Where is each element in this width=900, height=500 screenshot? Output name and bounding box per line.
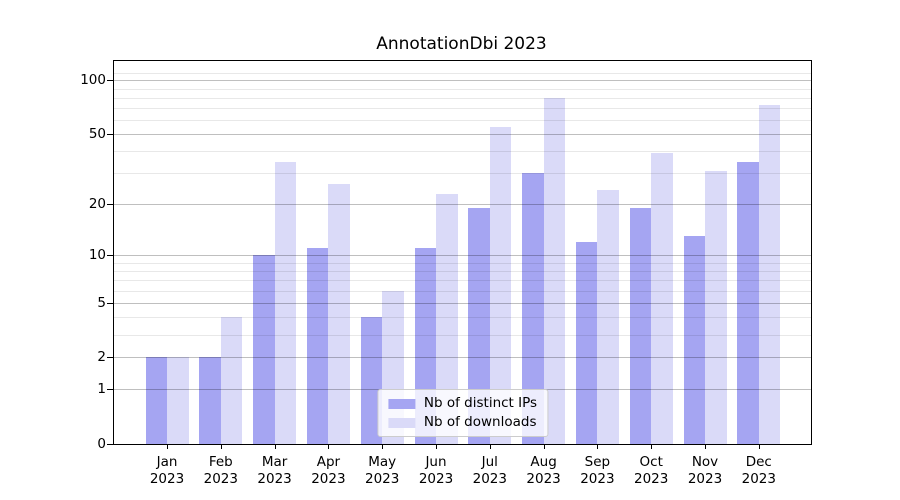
x-tick-label-jan: Jan 2023 (149, 454, 185, 487)
bar-distinct-ips-mar (253, 255, 275, 444)
x-tick-feb (220, 445, 222, 449)
gridline-major-10 (114, 255, 811, 256)
x-tick-label-may: May 2023 (365, 454, 400, 487)
gridline-major-2 (114, 357, 811, 359)
x-tick-label-apr: Apr 2023 (311, 454, 346, 487)
y-tick-label-20: 20 (88, 196, 106, 213)
gridline-minor-6 (114, 290, 811, 292)
bar-distinct-ips-nov (683, 236, 705, 444)
bar-downloads-feb (220, 317, 243, 444)
y-tick-label-2: 2 (97, 349, 106, 366)
x-tick-sep (597, 445, 599, 449)
y-tick-label-1: 1 (97, 381, 106, 398)
y-tick-label-100: 100 (80, 72, 106, 89)
bar-distinct-ips-aug (522, 173, 544, 444)
y-tick-50 (107, 134, 113, 136)
x-tick-oct (651, 445, 653, 449)
x-tick-dec (758, 445, 760, 449)
x-tick-label-nov: Nov 2023 (687, 454, 723, 487)
gridline-minor-110 (114, 72, 811, 74)
bar-distinct-ips-jan (145, 357, 167, 444)
gridline-minor-8 (114, 270, 811, 272)
bar-distinct-ips-jul (468, 207, 490, 444)
bar-downloads-sep (597, 190, 619, 444)
chart-title: AnnotationDbi 2023 (376, 34, 547, 54)
x-tick-label-aug: Aug 2023 (526, 454, 561, 487)
x-tick-jul (489, 445, 491, 449)
gridline-minor-90 (114, 88, 811, 90)
x-tick-apr (328, 445, 330, 449)
x-tick-jan (167, 445, 168, 449)
bar-distinct-ips-feb (199, 357, 221, 444)
bar-downloads-jul (489, 126, 512, 444)
y-tick-label-5: 5 (97, 294, 106, 311)
y-tick-10 (107, 255, 113, 256)
gridline-minor-3 (114, 334, 811, 336)
x-tick-label-sep: Sep 2023 (580, 454, 615, 487)
legend-label: Nb of downloads (423, 414, 537, 430)
y-tick-0 (107, 444, 113, 445)
y-tick-1 (107, 389, 113, 391)
y-tick-5 (107, 302, 113, 304)
bar-downloads-nov (705, 170, 727, 444)
y-tick-label-0: 0 (97, 436, 106, 452)
x-tick-may (382, 445, 384, 449)
bar-distinct-ips-oct (629, 207, 652, 444)
legend: Nb of distinct IPs Nb of downloads (376, 389, 549, 437)
distinct-ips-swatch-icon (387, 398, 415, 409)
y-tick-20 (107, 204, 113, 206)
x-tick-label-mar: Mar 2023 (257, 454, 292, 487)
gridline-minor-80 (114, 97, 811, 99)
bar-downloads-dec (758, 104, 781, 444)
gridline-minor-60 (114, 120, 811, 121)
bar-downloads-oct (651, 153, 673, 444)
x-tick-label-feb: Feb 2023 (203, 454, 238, 487)
x-tick-mar (274, 445, 276, 449)
gridline-minor-9 (114, 262, 811, 264)
bar-distinct-ips-apr (306, 248, 329, 444)
legend-entry-distinct-ips: Nb of distinct IPs (387, 395, 538, 411)
bar-downloads-jun (436, 193, 458, 444)
x-tick-label-dec: Dec 2023 (741, 454, 776, 487)
bar-distinct-ips-sep (575, 241, 598, 444)
gridline-major-5 (114, 302, 811, 304)
bar-downloads-apr (328, 184, 350, 444)
legend-entry-downloads: Nb of downloads (387, 414, 537, 430)
gridline-minor-70 (114, 108, 811, 110)
gridline-minor-7 (114, 280, 811, 282)
bar-distinct-ips-dec (737, 161, 759, 444)
plot-area: 0 1 2 5 10 20 50 100 Jan 2023 Feb 2023 Mar 2023 Apr… (80, 60, 812, 487)
bar-downloads-aug (543, 97, 566, 444)
legend-label: Nb of distinct IPs (423, 395, 538, 411)
downloads-swatch-icon (387, 417, 415, 428)
x-tick-nov (705, 445, 706, 449)
gridline-major-50 (114, 134, 811, 136)
x-tick-jun (436, 445, 437, 449)
y-tick-label-10: 10 (88, 247, 106, 263)
bar-distinct-ips-may (360, 317, 383, 444)
gridline-major-20 (114, 204, 811, 206)
bar-downloads-jan (167, 357, 189, 444)
gridline-minor-4 (114, 317, 811, 319)
gridline-minor-40 (114, 151, 811, 153)
bar-downloads-mar (274, 161, 297, 444)
gridline-major-100 (114, 80, 811, 82)
x-tick-label-jun: Jun 2023 (418, 454, 454, 487)
y-tick-100 (107, 80, 113, 82)
x-tick-label-jul: Jul 2023 (472, 454, 507, 487)
x-tick-label-oct: Oct 2023 (634, 454, 669, 487)
y-tick-2 (107, 357, 113, 359)
gridline-minor-30 (114, 173, 811, 175)
x-tick-aug (543, 445, 545, 449)
y-tick-label-50: 50 (88, 126, 106, 143)
